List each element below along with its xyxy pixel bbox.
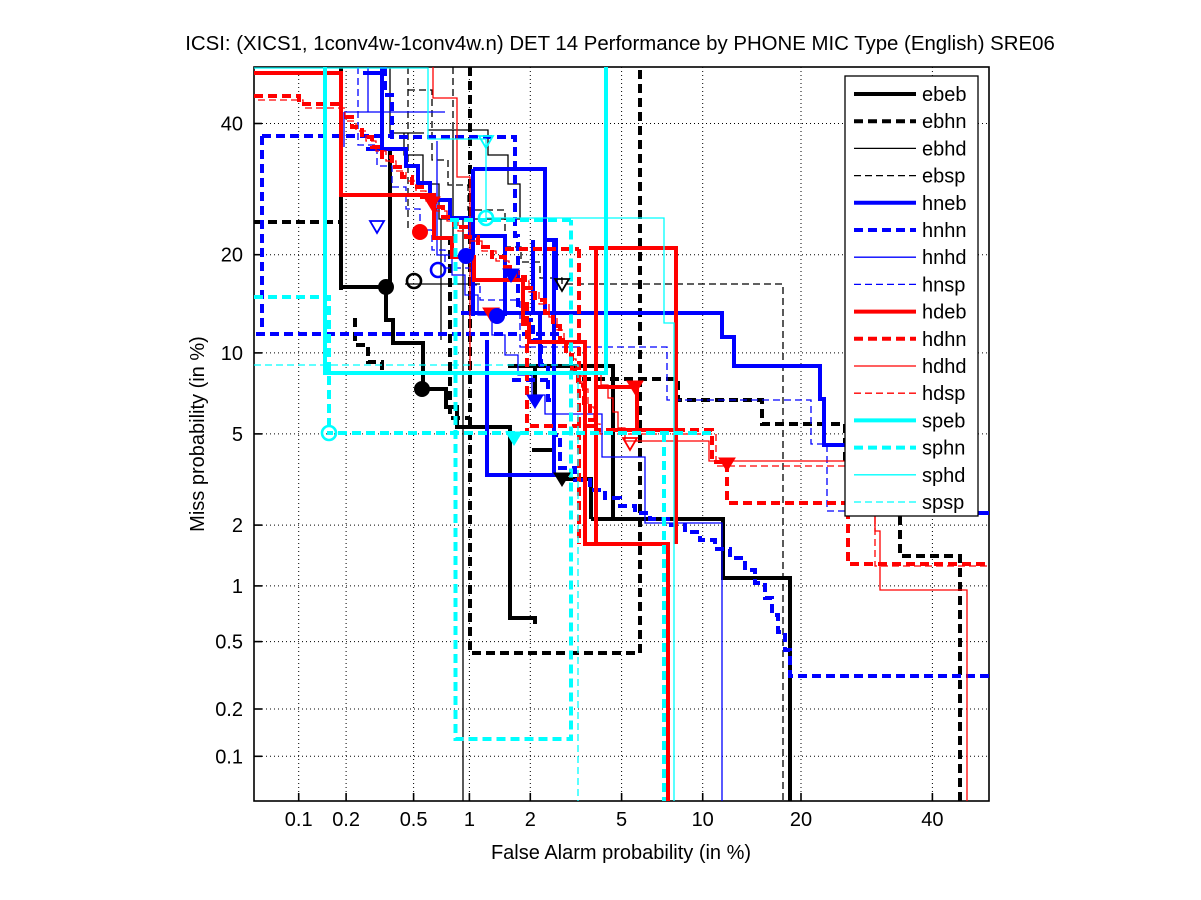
- svg-text:hneb: hneb: [922, 193, 967, 215]
- svg-text:speb: speb: [922, 410, 965, 432]
- svg-text:ebhn: ebhn: [922, 111, 967, 133]
- svg-text:False Alarm probability (in %): False Alarm probability (in %): [491, 842, 751, 864]
- svg-text:2: 2: [232, 515, 243, 537]
- svg-text:sphd: sphd: [922, 465, 965, 487]
- svg-text:2: 2: [525, 809, 536, 831]
- svg-text:ICSI: (XICS1, 1conv4w-1conv4w.: ICSI: (XICS1, 1conv4w-1conv4w.n) DET 14 …: [185, 33, 1055, 55]
- svg-text:hnsp: hnsp: [922, 274, 965, 296]
- svg-text:0.5: 0.5: [400, 809, 428, 831]
- svg-text:5: 5: [232, 424, 243, 446]
- svg-text:1: 1: [232, 576, 243, 598]
- svg-text:ebhd: ebhd: [922, 138, 967, 160]
- svg-text:hnhd: hnhd: [922, 247, 967, 269]
- svg-text:40: 40: [221, 114, 243, 136]
- svg-text:40: 40: [921, 809, 943, 831]
- svg-text:sphn: sphn: [922, 438, 965, 460]
- svg-text:1: 1: [464, 809, 475, 831]
- svg-text:20: 20: [790, 809, 812, 831]
- svg-text:0.2: 0.2: [215, 699, 243, 721]
- svg-text:hdeb: hdeb: [922, 302, 967, 324]
- svg-text:0.2: 0.2: [332, 809, 360, 831]
- svg-text:hdhd: hdhd: [922, 356, 967, 378]
- svg-text:5: 5: [616, 809, 627, 831]
- svg-text:Miss probability (in %): Miss probability (in %): [187, 336, 209, 532]
- svg-text:spsp: spsp: [922, 492, 964, 514]
- svg-text:hdsp: hdsp: [922, 383, 965, 405]
- svg-text:10: 10: [221, 343, 243, 365]
- svg-text:0.5: 0.5: [215, 632, 243, 654]
- svg-text:ebeb: ebeb: [922, 84, 967, 106]
- svg-text:0.1: 0.1: [285, 809, 313, 831]
- svg-text:0.1: 0.1: [215, 746, 243, 768]
- svg-text:ebsp: ebsp: [922, 166, 965, 188]
- svg-text:hnhn: hnhn: [922, 220, 967, 242]
- svg-text:10: 10: [692, 809, 714, 831]
- svg-text:20: 20: [221, 245, 243, 267]
- svg-text:hdhn: hdhn: [922, 329, 967, 351]
